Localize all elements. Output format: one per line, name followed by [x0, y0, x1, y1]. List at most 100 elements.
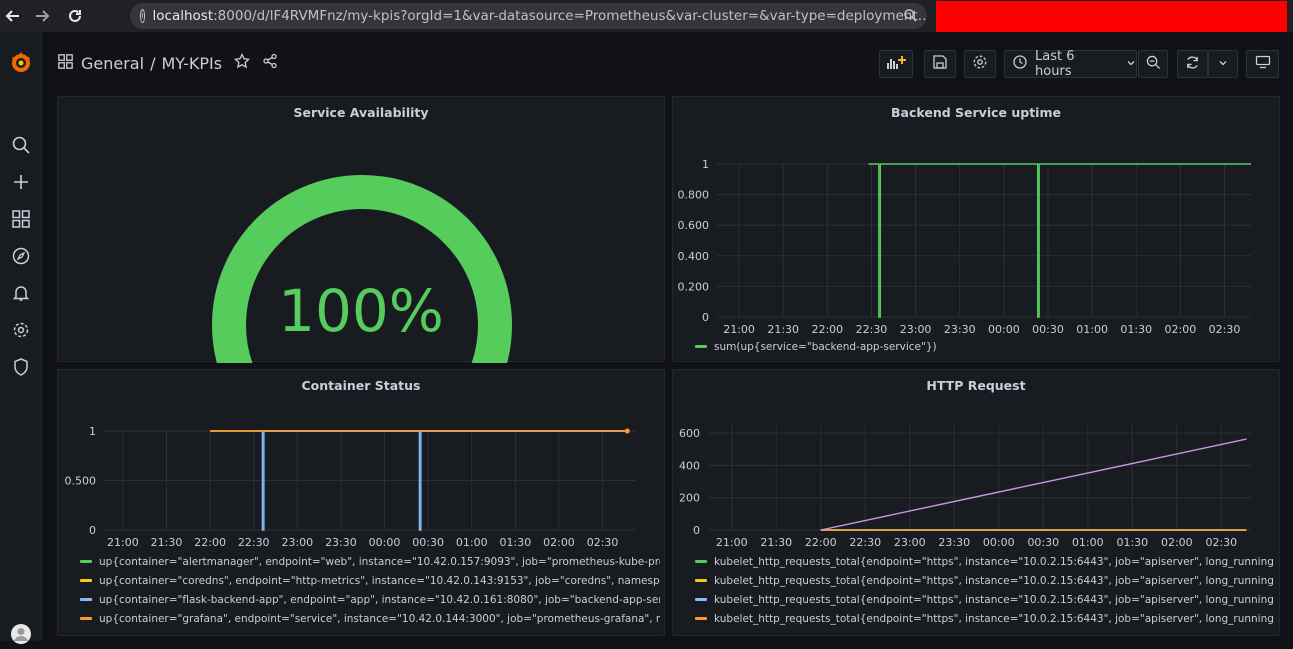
breadcrumb-separator: /	[150, 53, 156, 73]
grafana-logo[interactable]	[6, 48, 36, 78]
legend-swatch	[695, 345, 707, 348]
panel-container-status[interactable]: Container Status 0 0.500 1 21:00 21:30 22:00 2…	[57, 369, 665, 636]
http-legend: kubelet_http_requests_total{endpoint="ht…	[695, 552, 1275, 628]
legend-swatch	[695, 598, 707, 601]
y-tick-label: 0.200	[678, 280, 710, 293]
panel-title: Container Status	[301, 378, 421, 393]
legend-item[interactable]: kubelet_http_requests_total{endpoint="ht…	[695, 552, 1275, 571]
x-tick-label: 02:00	[543, 536, 575, 549]
breadcrumb-folder[interactable]: General	[81, 53, 145, 73]
search-icon[interactable]	[6, 130, 36, 160]
panel-title: Backend Service uptime	[891, 105, 1061, 120]
back-icon[interactable]	[0, 3, 26, 29]
dashboards-icon[interactable]	[6, 204, 36, 234]
url-host: localhost	[152, 8, 214, 24]
x-tick-label: 22:00	[805, 536, 837, 549]
legend-item[interactable]: kubelet_http_requests_total{endpoint="ht…	[695, 609, 1275, 628]
legend-item[interactable]: kubelet_http_requests_total{endpoint="ht…	[695, 590, 1275, 609]
legend-swatch	[80, 598, 92, 601]
refresh-interval-dropdown[interactable]	[1208, 50, 1238, 78]
legend-item[interactable]: kubelet_http_requests_total{endpoint="ht…	[695, 571, 1275, 590]
refresh-button[interactable]	[1177, 50, 1208, 78]
chevron-down-icon	[1126, 57, 1136, 72]
add-panel-button[interactable]	[879, 50, 913, 78]
zoom-out-button[interactable]	[1138, 50, 1168, 78]
x-tick-label: 00:00	[988, 323, 1020, 336]
legend-item[interactable]: up{container="coredns", endpoint="http-m…	[80, 571, 660, 590]
avatar[interactable]	[6, 619, 36, 649]
gear-icon[interactable]	[6, 315, 36, 345]
tv-icon	[1255, 55, 1271, 73]
x-tick-label: 02:00	[1165, 323, 1197, 336]
time-range-picker[interactable]: Last 6 hours	[1004, 49, 1137, 79]
x-tick-label: 01:30	[1116, 536, 1148, 549]
x-tick-label: 23:30	[938, 536, 970, 549]
x-tick-label: 23:00	[281, 536, 313, 549]
panel-service-availability[interactable]: Service Availability 100%	[57, 96, 665, 363]
y-tick-label: 600	[679, 427, 700, 440]
browser-toolbar: i localhost:8000/d/lF4RVMFnz/my-kpis?org…	[0, 0, 1293, 32]
forward-icon[interactable]	[29, 3, 55, 29]
x-tick-label: 00:30	[1032, 323, 1064, 336]
x-tick-label: 23:00	[900, 323, 932, 336]
legend-label: kubelet_http_requests_total{endpoint="ht…	[714, 593, 1275, 606]
legend-swatch	[80, 560, 92, 563]
info-icon[interactable]: i	[140, 9, 145, 23]
legend-swatch	[695, 560, 707, 563]
legend-item[interactable]: sum(up{service="backend-app-service"})	[695, 337, 1275, 356]
page-title[interactable]: MY-KPIs	[161, 53, 223, 73]
y-tick-label: 400	[679, 459, 700, 472]
save-button[interactable]	[924, 50, 956, 78]
http-chart: 0 200 400 600 21:00 21:30 22:00 22:30 23:00 23:30…	[679, 425, 1251, 549]
x-tick-label: 01:30	[1120, 323, 1152, 336]
legend-label: kubelet_http_requests_total{endpoint="ht…	[714, 555, 1275, 568]
legend-item[interactable]: up{container="grafana", endpoint="servic…	[80, 609, 660, 628]
reload-icon[interactable]	[62, 3, 88, 29]
x-tick-label: 21:00	[716, 536, 748, 549]
share-icon[interactable]	[262, 53, 278, 73]
y-tick-label: 0	[89, 524, 96, 537]
legend-item[interactable]: up{container="alertmanager", endpoint="w…	[80, 552, 660, 571]
dashboard-header: General / MY-KPIs Last 6 hours	[42, 32, 1293, 94]
x-tick-label: 00:00	[369, 536, 401, 549]
save-icon	[933, 55, 947, 73]
tv-mode-button[interactable]	[1246, 50, 1279, 78]
x-tick-label: 00:00	[983, 536, 1015, 549]
panel-title: Service Availability	[293, 105, 429, 120]
x-tick-label: 21:00	[107, 536, 139, 549]
alert-bell-icon[interactable]	[6, 278, 36, 308]
x-tick-label: 23:30	[944, 323, 976, 336]
explore-icon[interactable]	[6, 241, 36, 271]
plus-icon[interactable]	[6, 167, 36, 197]
legend-swatch	[80, 617, 92, 620]
x-tick-label: 01:30	[500, 536, 532, 549]
legend-label: kubelet_http_requests_total{endpoint="ht…	[714, 612, 1275, 625]
x-tick-label: 01:00	[1076, 323, 1108, 336]
panel-backend-uptime[interactable]: Backend Service uptime 0 0.200 0.400 0.600 0…	[672, 96, 1280, 362]
x-tick-label: 00:30	[1027, 536, 1059, 549]
x-tick-label: 21:30	[767, 323, 799, 336]
url-path: :8000/d/lF4RVMFnz/my-kpis?orgId=1&var-da…	[213, 8, 927, 24]
legend-label: up{container="alertmanager", endpoint="w…	[99, 555, 660, 568]
chevron-down-icon	[1218, 57, 1228, 72]
refresh-icon	[1185, 55, 1200, 74]
container-chart: 0 0.500 1 21:00 21:30 22:00 22:30 23:00 23:30 00:…	[65, 425, 636, 549]
x-tick-label: 21:00	[723, 323, 755, 336]
shield-icon[interactable]	[6, 352, 36, 382]
series-line	[820, 438, 1247, 531]
star-icon[interactable]	[234, 52, 251, 73]
x-tick-label: 02:30	[1209, 323, 1241, 336]
legend-item[interactable]: up{container="flask-backend-app", endpoi…	[80, 590, 660, 609]
zoom-icon[interactable]	[903, 8, 918, 27]
panel-http-request[interactable]: HTTP Request 0 200 400 600 21:00 21:30 22:00 22…	[672, 369, 1280, 636]
legend-swatch	[695, 617, 707, 620]
uptime-legend: sum(up{service="backend-app-service"})	[695, 337, 1275, 356]
url-bar[interactable]: i localhost:8000/d/lF4RVMFnz/my-kpis?org…	[130, 3, 927, 29]
breadcrumb: General / MY-KPIs	[58, 52, 278, 73]
uptime-chart: 0 0.200 0.400 0.600 0.800 1 21:00 21:30 22:00 22:…	[678, 158, 1251, 336]
legend-swatch	[80, 579, 92, 582]
dashboard-settings-button[interactable]	[964, 50, 996, 78]
x-tick-label: 22:00	[811, 323, 843, 336]
x-tick-label: 00:30	[412, 536, 444, 549]
y-tick-label: 200	[679, 492, 700, 505]
